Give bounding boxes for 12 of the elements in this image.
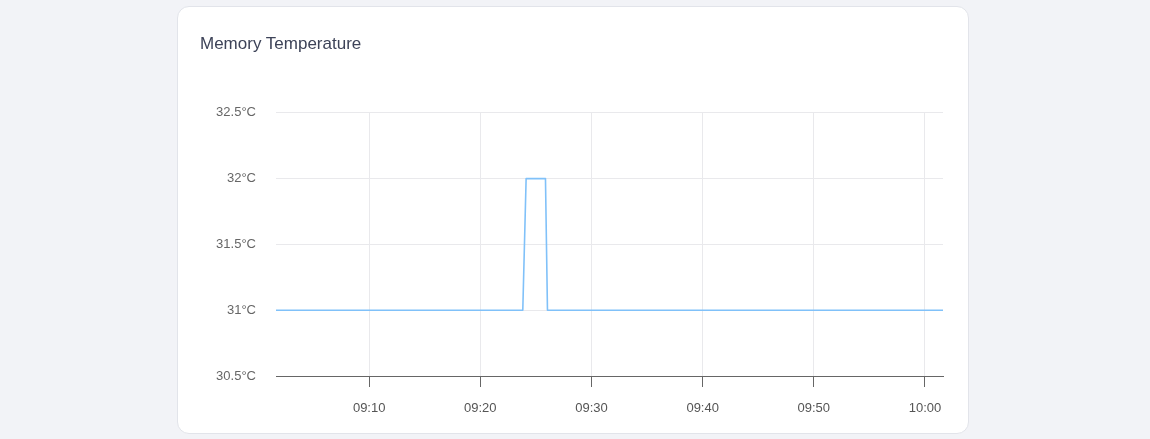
y-tick-label: 31°C [226,301,256,317]
x-tick-label: 10:00 [908,400,942,416]
x-tick-label: 09:50 [797,400,831,416]
x-tick-label: 09:40 [686,400,719,416]
x-tick-label: 09:10 [352,400,386,416]
y-tick-label: 32.5°C [216,104,256,120]
y-tick-label: 32°C [226,170,256,186]
y-tick-label: 30.5°C [216,367,256,383]
chart-title: Memory Temperature [200,33,362,55]
y-tick-label: 31.5°C [216,235,256,251]
x-tick-label: 09:30 [575,400,608,416]
x-tick-label: 09:20 [464,400,497,416]
